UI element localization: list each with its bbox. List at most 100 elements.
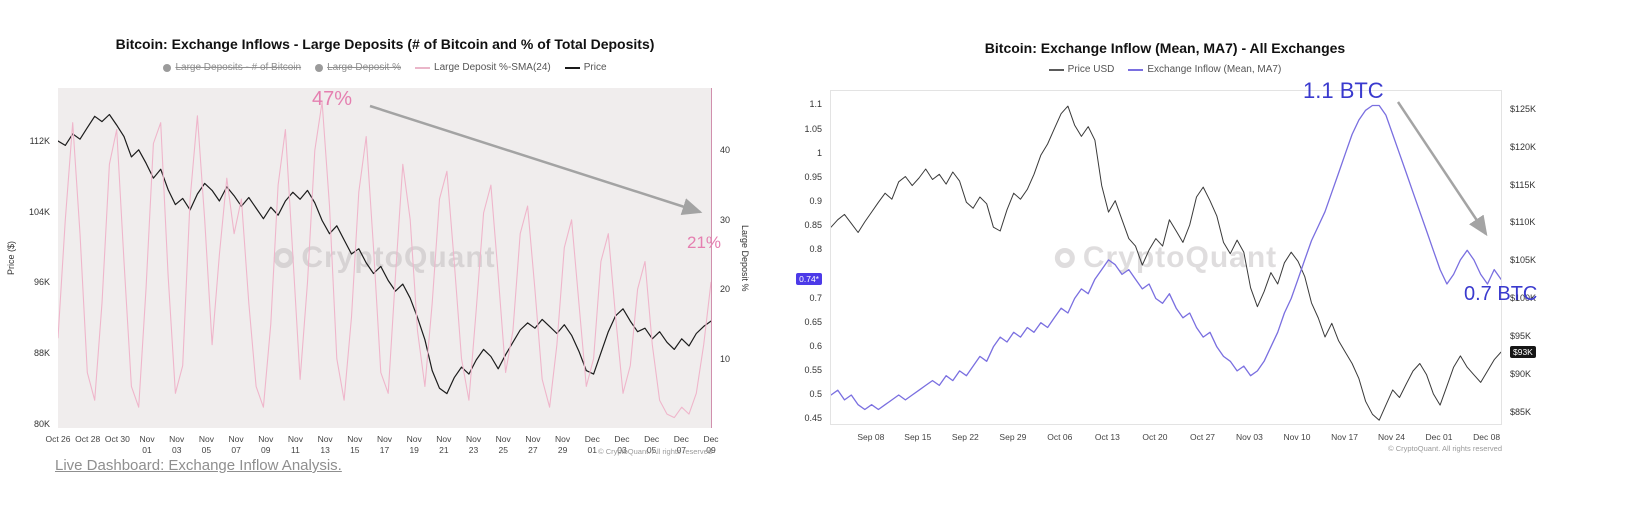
- x-tick: Dec 01: [572, 434, 612, 455]
- x-tick: Nov 09: [246, 434, 286, 455]
- y-tick-left: 80K: [33, 418, 50, 429]
- x-tick-line: Sep 08: [857, 432, 885, 442]
- y-tick-right: $95K: [1510, 330, 1532, 341]
- left-chart-legend: Large Deposits - # of Bitcoin Large Depos…: [55, 62, 715, 73]
- legend-item[interactable]: Large Deposits - # of Bitcoin: [163, 62, 301, 73]
- x-tick-line: 01: [142, 444, 152, 455]
- cryptoquant-logo-icon: [273, 248, 294, 268]
- watermark-text: CryptoQuant: [301, 241, 496, 274]
- x-tick-line: Nov: [347, 434, 363, 444]
- x-tick-line: 09: [706, 444, 716, 455]
- left-chart-title: Bitcoin: Exchange Inflows - Large Deposi…: [115, 36, 655, 52]
- x-tick: Nov 13: [305, 434, 345, 455]
- price-axis-label-text: Price ($): [6, 240, 16, 275]
- x-tick-line: Nov: [555, 434, 571, 444]
- x-tick-line: Dec: [644, 434, 660, 444]
- y-tick-left: 1: [816, 147, 822, 158]
- x-tick-line: Oct 13: [1094, 432, 1120, 442]
- x-tick-line: 15: [350, 444, 360, 455]
- x-tick-line: Nov: [198, 434, 214, 444]
- x-tick-line: Dec: [584, 434, 600, 444]
- y-tick-left: 0.7: [809, 292, 822, 303]
- x-tick-line: 09: [261, 444, 271, 455]
- legend-item[interactable]: Price USD: [1048, 64, 1114, 75]
- x-tick-line: 03: [617, 444, 627, 455]
- x-tick-line: Nov: [169, 434, 185, 444]
- legend-item[interactable]: Price: [564, 62, 607, 73]
- legend-line-icon: [1048, 68, 1064, 71]
- x-tick-line: Nov: [287, 434, 304, 444]
- x-tick: Oct 06: [1040, 432, 1080, 443]
- x-tick-line: 19: [409, 444, 419, 455]
- copyright-notice: © CryptoQuant. All rights reserved: [598, 447, 712, 456]
- x-tick: Dec 03: [602, 434, 642, 455]
- x-tick: Dec 09: [691, 434, 731, 455]
- x-tick-line: Nov 24: [1377, 432, 1405, 442]
- current-value-badge: 0.74*: [796, 273, 822, 286]
- legend-item-label: Price: [583, 62, 607, 73]
- x-tick-line: Dec 01: [1425, 432, 1453, 442]
- right-chart-title: Bitcoin: Exchange Inflow (Mean, MA7) - A…: [984, 40, 1346, 56]
- x-tick: Nov 05: [186, 434, 226, 455]
- legend-line-icon: [1128, 68, 1144, 71]
- y-tick-left: 0.85: [804, 220, 822, 231]
- x-tick: Nov 01: [127, 434, 167, 455]
- x-tick-line: Nov 17: [1331, 432, 1359, 442]
- x-tick: Nov 23: [454, 434, 494, 455]
- x-tick: Oct 27: [1183, 432, 1223, 443]
- y-tick-right: $120K: [1510, 141, 1537, 152]
- x-tick-line: Sep 22: [951, 432, 979, 442]
- y-tick-right: $110K: [1510, 217, 1536, 228]
- exchange-inflow-plot[interactable]: CryptoQuant: [830, 90, 1502, 425]
- x-tick: Nov 19: [394, 434, 434, 455]
- chart-lines: [58, 101, 711, 419]
- legend-item-label: Large Deposit %-SMA(24): [434, 62, 551, 73]
- x-tick-line: 25: [498, 444, 508, 455]
- right-chart-legend: Price USD Exchange Inflow (Mean, MA7): [835, 64, 1495, 75]
- x-tick: Sep 08: [851, 432, 891, 443]
- x-tick-line: Nov: [139, 434, 155, 444]
- x-tick-line: 11: [291, 444, 300, 455]
- legend-item[interactable]: Large Deposit %-SMA(24): [415, 62, 551, 73]
- x-tick-line: 17: [379, 444, 390, 455]
- x-tick-line: 23: [468, 444, 479, 455]
- y-tick-right: 20: [720, 284, 731, 295]
- x-tick-line: Nov: [376, 434, 393, 444]
- x-tick-line: 05: [201, 444, 212, 455]
- x-tick: Sep 22: [945, 432, 985, 443]
- x-tick-line: 07: [231, 444, 241, 455]
- x-tick: Nov 07: [216, 434, 256, 455]
- y-tick-left: 0.65: [804, 316, 822, 327]
- x-tick: Nov 24: [1371, 432, 1411, 443]
- y-tick-left: 0.9: [809, 196, 822, 206]
- x-tick-line: Sep 15: [904, 432, 932, 442]
- legend-item[interactable]: Large Deposit %: [315, 62, 401, 73]
- y-tick-right: 10: [720, 353, 731, 364]
- y-tick-left: 1.1: [809, 99, 822, 110]
- x-tick: Oct 28: [68, 434, 108, 445]
- x-tick-line: Nov: [406, 434, 422, 444]
- x-tick: Oct 30: [97, 434, 137, 445]
- right-chart-price-ticks: $125K $120K $115K $110K $105K $100K $95K $93K $9…: [1506, 90, 1552, 425]
- x-tick: Nov 27: [513, 434, 553, 455]
- x-tick-line: 01: [587, 444, 597, 455]
- legend-item[interactable]: Exchange Inflow (Mean, MA7): [1128, 64, 1281, 75]
- x-tick-line: Nov: [495, 434, 511, 444]
- x-tick-line: Oct 28: [75, 434, 101, 444]
- x-tick-line: Oct 30: [104, 434, 130, 444]
- cryptoquant-watermark: CryptoQuant: [273, 241, 495, 275]
- x-tick-line: 07: [676, 444, 687, 455]
- chart-lines: [831, 104, 1501, 421]
- y-tick-right: $105K: [1510, 255, 1537, 266]
- x-tick: Nov 11: [275, 434, 315, 455]
- x-tick-line: Nov 10: [1283, 432, 1311, 442]
- left-chart-price-ticks: 112K 104K 96K 88K 80K: [20, 88, 54, 429]
- x-tick-line: Nov 03: [1235, 432, 1263, 442]
- x-tick-line: Nov: [465, 434, 482, 444]
- live-dashboard-link[interactable]: Live Dashboard: Exchange Inflow Analysis…: [55, 457, 342, 474]
- y-tick-right: 40: [720, 145, 731, 156]
- large-deposits-plot[interactable]: CryptoQuant: [58, 88, 712, 428]
- series-exchange-inflow-mean-ma7-: [831, 104, 1501, 411]
- price-axis-label: Price ($): [4, 88, 18, 428]
- cryptoquant-logo-icon: [1054, 247, 1075, 268]
